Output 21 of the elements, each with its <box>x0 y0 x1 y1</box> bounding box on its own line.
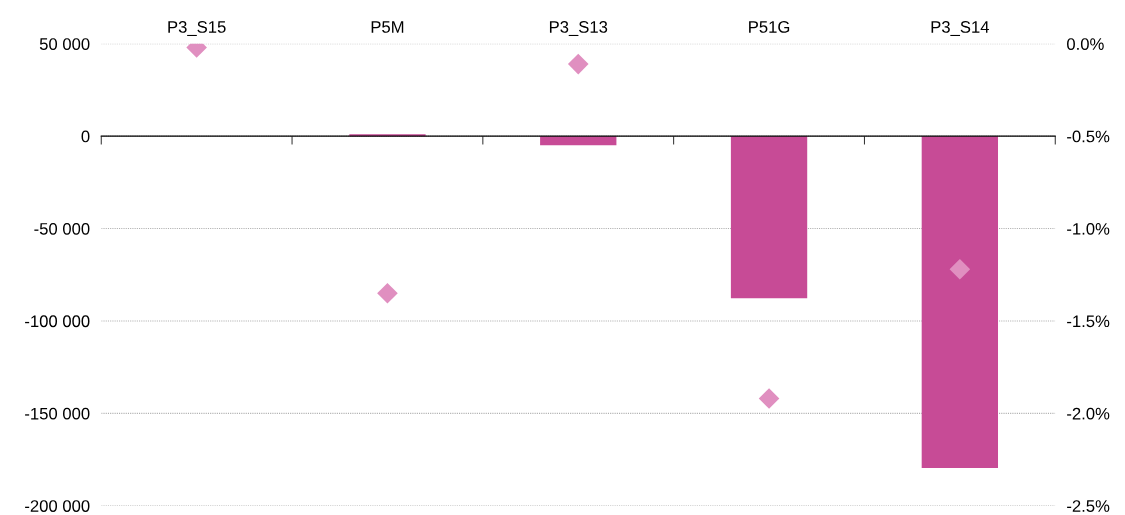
x-tick-label: P5M <box>371 21 404 33</box>
x-tick-label: P3_S15 <box>168 21 226 36</box>
y-tick-label: -150 000 <box>25 407 90 420</box>
y-tick-label: 0 <box>81 130 90 143</box>
x-tick-label: P3_S14 <box>931 21 990 36</box>
y2-tick-label: -0.5% <box>1067 130 1110 143</box>
y2-tick-label: -2.5% <box>1067 500 1110 512</box>
y2-tick-label: 0.0% <box>1067 38 1104 50</box>
y2-tick-label: -1.0% <box>1067 222 1110 235</box>
x-tick-label: P51G <box>749 21 790 33</box>
y2-tick-label: -2.0% <box>1067 407 1110 420</box>
y-tick-label: 50 000 <box>39 38 90 50</box>
point <box>377 282 398 304</box>
y2-tick-label: -1.5% <box>1067 315 1110 328</box>
point <box>758 388 780 409</box>
y-tick-label: -50 000 <box>34 222 90 235</box>
point <box>567 53 589 75</box>
point <box>949 258 971 280</box>
y-tick-label: -100 000 <box>25 315 90 328</box>
y-tick-label: -200 000 <box>25 500 90 512</box>
x-tick-label: P3_S13 <box>549 21 608 36</box>
